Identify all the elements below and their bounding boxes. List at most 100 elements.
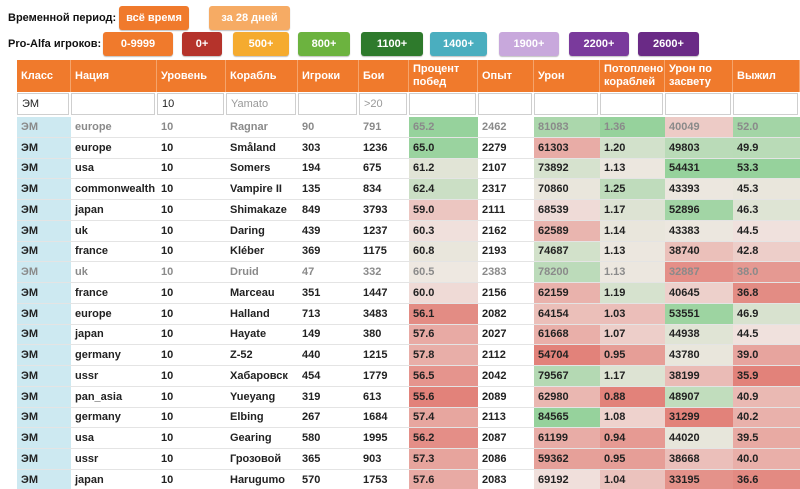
filter-input-spotdmg[interactable] [665, 93, 731, 115]
cell-damage: 73892 [534, 158, 600, 180]
cell-battles: 380 [359, 324, 409, 346]
cell-ship: Грозовой [226, 449, 298, 470]
cell-players: 849 [298, 200, 359, 221]
filter-input-damage[interactable] [534, 93, 598, 115]
cell-tier: 10 [157, 345, 226, 366]
column-header-survived[interactable]: Выжил [733, 60, 800, 92]
cell-winrate: 61.2 [409, 158, 478, 180]
period-option-button[interactable]: всё время [119, 6, 189, 30]
column-header-exp[interactable]: Опыт [478, 60, 534, 92]
cell-players: 365 [298, 449, 359, 470]
cell-kills: 1.13 [600, 262, 665, 283]
column-header-spotdmg[interactable]: Урон по засвету [665, 60, 733, 92]
cell-winrate: 57.8 [409, 345, 478, 366]
filter-input-exp[interactable] [478, 93, 532, 115]
column-header-ship[interactable]: Корабль [226, 60, 298, 92]
period-option-button[interactable]: за 28 дней [209, 6, 290, 30]
cell-spotdmg: 38740 [665, 241, 733, 263]
cell-survived: 42.8 [733, 241, 800, 263]
filter-input-tier[interactable] [157, 93, 224, 115]
cell-exp: 2162 [478, 220, 534, 242]
cell-tier: 10 [157, 200, 226, 221]
cell-cls: ЭМ [17, 158, 71, 180]
players-option-button[interactable]: 500+ [233, 32, 289, 56]
cell-exp: 2082 [478, 303, 534, 325]
players-option-button[interactable]: 1400+ [430, 32, 487, 56]
cell-tier: 10 [157, 469, 226, 489]
column-header-nation[interactable]: Нация [71, 60, 157, 92]
cell-kills: 1.04 [600, 469, 665, 489]
cell-battles: 613 [359, 386, 409, 408]
players-filter-label: Pro-Alfa игроков: [8, 38, 102, 50]
cell-players: 90 [298, 117, 359, 138]
cell-nation: usa [71, 428, 157, 449]
cell-nation: commonwealth [71, 179, 157, 200]
cell-cls: ЭМ [17, 179, 71, 200]
cell-survived: 44.5 [733, 220, 800, 242]
cell-damage: 59362 [534, 449, 600, 470]
filter-input-winrate[interactable] [409, 93, 476, 115]
cell-survived: 49.9 [733, 137, 800, 159]
cell-nation: uk [71, 220, 157, 242]
cell-winrate: 59.0 [409, 200, 478, 221]
players-option-button[interactable]: 800+ [298, 32, 350, 56]
filter-input-players[interactable] [298, 93, 357, 115]
cell-spotdmg: 40049 [665, 117, 733, 138]
cell-tier: 10 [157, 324, 226, 346]
cell-nation: europe [71, 303, 157, 325]
players-option-button[interactable]: 2600+ [638, 32, 699, 56]
column-header-tier[interactable]: Уровень [157, 60, 226, 92]
cell-damage: 62159 [534, 283, 600, 304]
cell-cls: ЭМ [17, 428, 71, 449]
cell-nation: ussr [71, 449, 157, 470]
cell-ship: Shimakaze [226, 200, 298, 221]
cell-battles: 3483 [359, 303, 409, 325]
cell-nation: france [71, 241, 157, 263]
cell-damage: 78200 [534, 262, 600, 283]
column-header-cls[interactable]: Класс [17, 60, 71, 92]
filter-input-survived[interactable] [733, 93, 798, 115]
cell-survived: 40.0 [733, 449, 800, 470]
cell-kills: 1.25 [600, 179, 665, 200]
cell-battles: 1753 [359, 469, 409, 489]
players-option-button[interactable]: 2200+ [569, 32, 629, 56]
filter-input-ship[interactable] [226, 93, 296, 115]
cell-nation: ussr [71, 366, 157, 387]
cell-ship: Halland [226, 303, 298, 325]
players-option-button[interactable]: 1900+ [499, 32, 559, 56]
cell-nation: uk [71, 262, 157, 283]
cell-kills: 0.95 [600, 345, 665, 366]
cell-cls: ЭМ [17, 324, 71, 346]
cell-kills: 1.14 [600, 220, 665, 242]
cell-exp: 2279 [478, 137, 534, 159]
cell-nation: pan_asia [71, 386, 157, 408]
cell-tier: 10 [157, 158, 226, 180]
players-option-button[interactable]: 0+ [182, 32, 222, 56]
column-header-winrate[interactable]: Процент побед [409, 60, 478, 92]
cell-battles: 3793 [359, 200, 409, 221]
cell-battles: 1236 [359, 137, 409, 159]
filter-input-kills[interactable] [600, 93, 663, 115]
cell-ship: Harugumo [226, 469, 298, 489]
players-option-button[interactable]: 0-9999 [103, 32, 173, 56]
column-header-damage[interactable]: Урон [534, 60, 600, 92]
cell-tier: 10 [157, 303, 226, 325]
cell-survived: 53.3 [733, 158, 800, 180]
column-header-battles[interactable]: Бои [359, 60, 409, 92]
column-header-kills[interactable]: Потоплено кораблей [600, 60, 665, 92]
cell-winrate: 57.4 [409, 407, 478, 429]
filter-input-nation[interactable] [71, 93, 155, 115]
cell-kills: 0.88 [600, 386, 665, 408]
cell-players: 149 [298, 324, 359, 346]
filter-input-battles[interactable] [359, 93, 407, 115]
players-option-button[interactable]: 1100+ [361, 32, 423, 56]
cell-survived: 39.5 [733, 428, 800, 449]
cell-players: 319 [298, 386, 359, 408]
filter-input-cls[interactable] [17, 93, 69, 115]
cell-survived: 40.9 [733, 386, 800, 408]
cell-ship: Yueyang [226, 386, 298, 408]
cell-battles: 1237 [359, 220, 409, 242]
cell-winrate: 55.6 [409, 386, 478, 408]
column-header-players[interactable]: Игроки [298, 60, 359, 92]
cell-kills: 1.19 [600, 283, 665, 304]
